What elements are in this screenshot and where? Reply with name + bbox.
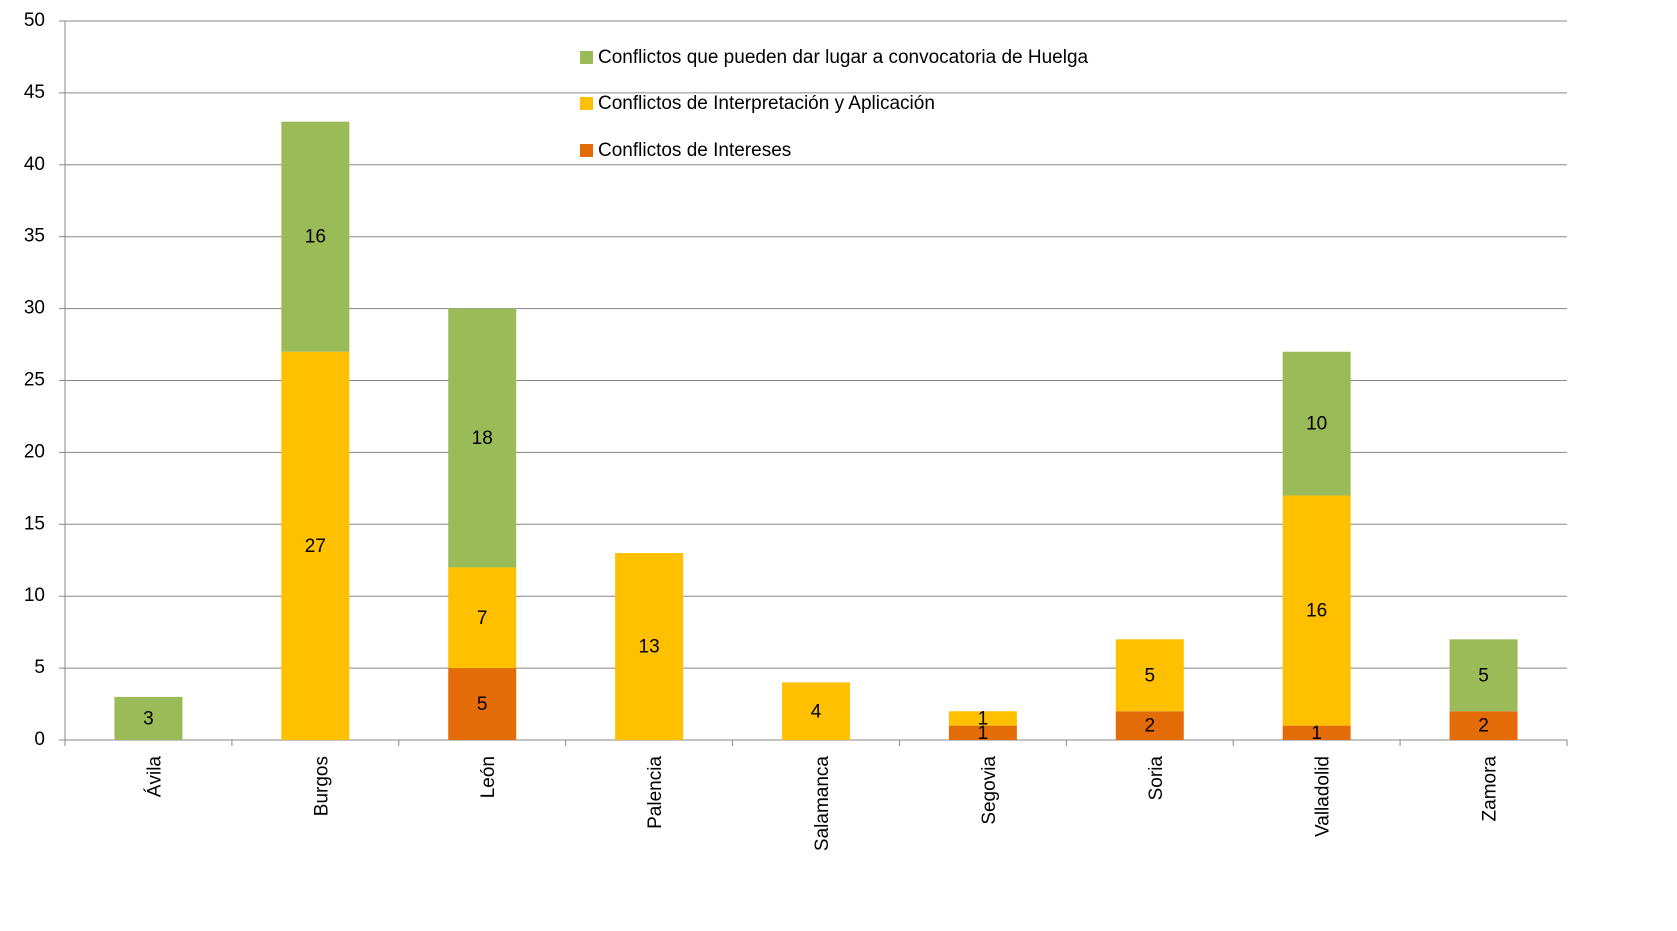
data-label: 27: [305, 536, 326, 557]
y-tick-label: 20: [24, 441, 45, 462]
y-tick-label: 45: [24, 82, 45, 103]
y-tick-label: 40: [24, 154, 45, 175]
data-label: 5: [1478, 665, 1489, 686]
data-label: 2: [1144, 716, 1155, 737]
x-tick-label: Segovia: [979, 756, 1000, 825]
bar-segment: [1282, 725, 1351, 740]
y-tick-label: 10: [24, 585, 45, 606]
bar-segment: [948, 725, 1017, 740]
legend-label: Conflictos de Intereses: [598, 140, 791, 161]
bar-segment: [615, 553, 684, 740]
x-tick-label: León: [478, 756, 499, 798]
x-tick-label: Valladolid: [1313, 756, 1334, 837]
bar-segment: [1449, 711, 1518, 740]
x-tick-label: Soria: [1146, 756, 1167, 801]
legend-label: Conflictos que pueden dar lugar a convoc…: [598, 47, 1089, 68]
bar-segment: [1115, 639, 1184, 712]
data-label: 4: [811, 701, 822, 722]
data-label: 5: [477, 694, 488, 715]
bar-segment: [448, 567, 517, 669]
x-tick-label: Ávila: [144, 756, 165, 798]
y-tick-label: 5: [34, 657, 45, 678]
data-label: 2: [1478, 716, 1489, 737]
data-label: 1: [1311, 723, 1322, 744]
legend-label: Conflictos de Interpretación y Aplicació…: [598, 93, 935, 114]
bar-segment: [281, 351, 350, 740]
bar-segment: [1282, 495, 1351, 726]
data-label: 10: [1306, 414, 1327, 435]
bar-segment: [1282, 351, 1351, 496]
bar-segment: [1115, 711, 1184, 740]
data-label: 1: [978, 708, 989, 729]
legend-swatch: [580, 51, 593, 64]
data-label: 13: [639, 637, 660, 658]
data-label: 7: [477, 608, 488, 629]
data-label: 16: [1306, 601, 1327, 622]
legend-swatch: [580, 97, 593, 110]
bar-segment: [948, 711, 1017, 726]
bar-segment: [782, 682, 850, 740]
y-tick-label: 35: [24, 226, 45, 247]
x-tick-label: Burgos: [311, 756, 332, 816]
bar-segment: [281, 121, 350, 352]
data-label: 18: [472, 428, 493, 449]
legend-swatch: [580, 144, 593, 157]
data-label: 5: [1144, 665, 1155, 686]
bar-segment: [448, 668, 517, 740]
y-tick-label: 50: [24, 10, 45, 31]
x-tick-label: Salamanca: [812, 756, 833, 851]
y-tick-label: 0: [34, 729, 45, 750]
y-tick-label: 30: [24, 298, 45, 319]
data-label: 16: [305, 227, 326, 248]
y-tick-label: 25: [24, 370, 45, 391]
bar-segment: [448, 308, 517, 568]
bar-segment: [114, 696, 183, 740]
y-tick-label: 15: [24, 513, 45, 534]
data-label: 3: [143, 708, 154, 729]
data-label: 1: [978, 723, 989, 744]
x-tick-label: Zamora: [1480, 756, 1501, 822]
x-tick-label: Palencia: [645, 756, 666, 829]
bar-segment: [1449, 639, 1518, 712]
